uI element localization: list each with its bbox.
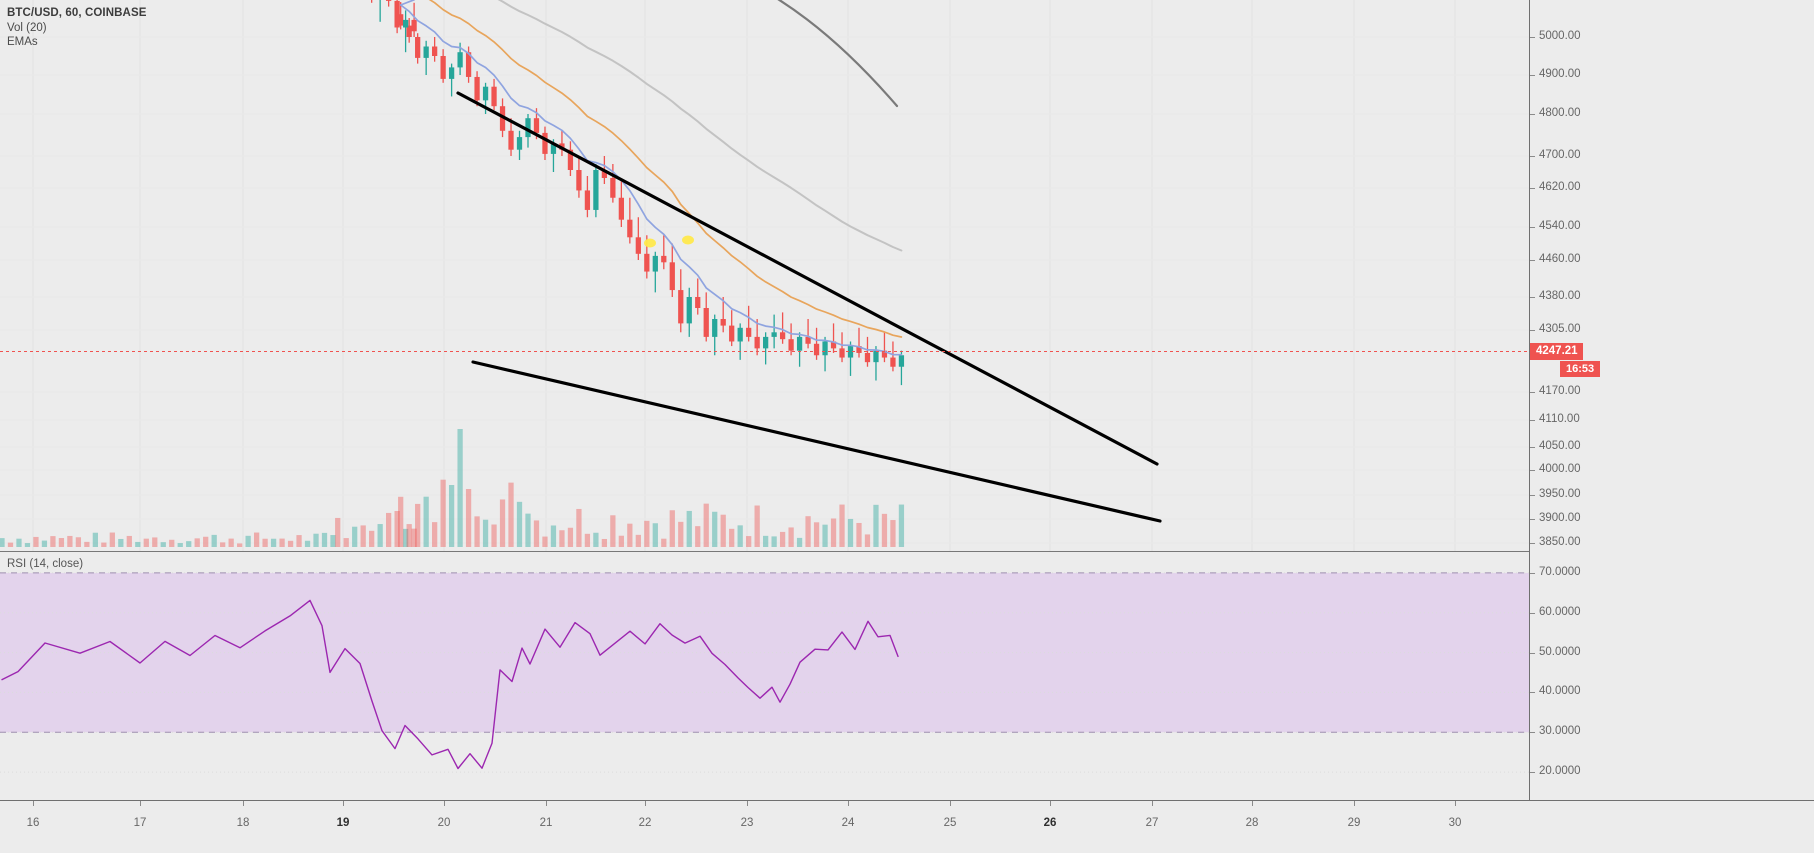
price-axis-label: 4700.00 [1539, 149, 1581, 161]
price-axis-label: 4540.00 [1539, 220, 1581, 232]
price-axis-label: 3850.00 [1539, 536, 1581, 548]
price-axis-label: 4170.00 [1539, 385, 1581, 397]
time-axis-tick [645, 801, 646, 806]
time-axis-tick [140, 801, 141, 806]
price-axis-tick [1530, 543, 1535, 544]
time-axis-tick [1252, 801, 1253, 806]
time-axis-label: 29 [1347, 817, 1361, 829]
price-axis-label: 4900.00 [1539, 68, 1581, 80]
price-axis-tick [1530, 260, 1535, 261]
price-axis-tick [1530, 227, 1535, 228]
rsi-plot [0, 572, 1529, 773]
rsi-axis-tick [1530, 772, 1535, 774]
rsi-axis-label: 70.0000 [1539, 565, 1581, 578]
time-axis-label: 18 [236, 817, 250, 829]
rsi-axis-label: 30.0000 [1539, 725, 1581, 738]
rsi-axis-tick [1530, 612, 1535, 614]
legend-item-emas[interactable]: EMAs [7, 36, 38, 49]
legend-item-rsi[interactable]: RSI (14, close) [7, 558, 84, 570]
chart-legend: BTC/USD, 60, COINBASE Vol (20) EMAs [7, 6, 146, 50]
rsi-axis-label: 40.0000 [1539, 685, 1581, 698]
time-axis-label: 24 [841, 817, 855, 829]
time-axis-tick [444, 801, 445, 806]
price-axis-label: 4620.00 [1539, 181, 1581, 193]
price-axis-label: 3950.00 [1539, 488, 1581, 500]
time-axis-label: 16 [26, 817, 40, 829]
price-axis-label: 4800.00 [1539, 107, 1581, 119]
time-axis-tick [1152, 801, 1153, 806]
price-axis-label: 4380.00 [1539, 290, 1581, 302]
price-axis[interactable]: 5000.00 4900.00 4800.00 4700.00 4620.00 4540.… [1529, 0, 1814, 800]
price-axis-label: 4000.00 [1539, 463, 1581, 475]
time-axis-label: 23 [740, 817, 754, 829]
price-axis-tick [1530, 519, 1535, 520]
time-axis-label: 22 [638, 817, 652, 829]
time-axis-label: 21 [539, 817, 553, 829]
rsi-pane[interactable] [0, 553, 1529, 800]
price-axis-tick [1530, 114, 1535, 115]
price-axis-tick [1530, 447, 1535, 448]
price-axis-tick [1530, 188, 1535, 189]
price-axis-tick [1530, 495, 1535, 496]
time-axis-label: 19 [336, 817, 350, 829]
time-axis-tick [243, 801, 244, 806]
price-axis-tick [1530, 330, 1535, 331]
rsi-axis-tick [1530, 732, 1535, 734]
rsi-axis-tick [1530, 652, 1535, 654]
time-axis[interactable]: 16 17 18 19 20 21 22 23 24 25 26 27 28 29 30 [0, 800, 1814, 853]
price-axis-tick [1530, 156, 1535, 157]
time-axis-label: 28 [1245, 817, 1259, 829]
price-pane[interactable] [0, 0, 1529, 551]
time-axis-tick [1050, 801, 1051, 806]
price-axis-tick [1530, 75, 1535, 76]
legend-item-volume[interactable]: Vol (20) [7, 21, 47, 34]
rsi-axis-tick [1530, 572, 1535, 574]
price-axis-tick [1530, 37, 1535, 38]
rsi-axis-tick [1530, 692, 1535, 694]
time-axis-tick [343, 801, 344, 806]
price-axis-label: 3900.00 [1539, 512, 1581, 524]
time-axis-label: 25 [943, 817, 957, 829]
time-axis-label: 20 [437, 817, 451, 829]
time-axis-label: 27 [1145, 817, 1159, 829]
rsi-axis-label: 20.0000 [1539, 765, 1581, 778]
price-axis-tick [1530, 392, 1535, 393]
time-axis-tick [848, 801, 849, 806]
time-axis-tick [546, 801, 547, 806]
price-axis-label: 4050.00 [1539, 440, 1581, 452]
time-axis-label: 17 [133, 817, 147, 829]
price-plot [0, 0, 1529, 547]
time-axis-label: 30 [1448, 817, 1462, 829]
bar-countdown-badge: 16:53 [1560, 361, 1601, 377]
price-axis-tick [1530, 470, 1535, 471]
symbol-title[interactable]: BTC/USD, 60, COINBASE [7, 7, 147, 19]
time-axis-tick [1354, 801, 1355, 806]
price-axis-label: 4110.00 [1539, 413, 1580, 425]
time-axis-tick [33, 801, 34, 806]
price-axis-label: 4460.00 [1539, 253, 1581, 265]
price-axis-label: 5000.00 [1539, 30, 1581, 42]
time-axis-label: 26 [1043, 817, 1057, 829]
time-axis-tick [950, 801, 951, 806]
rsi-axis-label: 50.0000 [1539, 645, 1581, 658]
price-axis-tick [1530, 297, 1535, 298]
pane-separator [0, 551, 1529, 552]
current-price-badge: 4247.21 [1530, 343, 1583, 360]
price-axis-label: 4305.00 [1539, 323, 1581, 335]
price-axis-tick [1530, 420, 1535, 421]
rsi-axis-label: 60.0000 [1539, 605, 1581, 618]
time-axis-tick [747, 801, 748, 806]
time-axis-tick [1455, 801, 1456, 806]
